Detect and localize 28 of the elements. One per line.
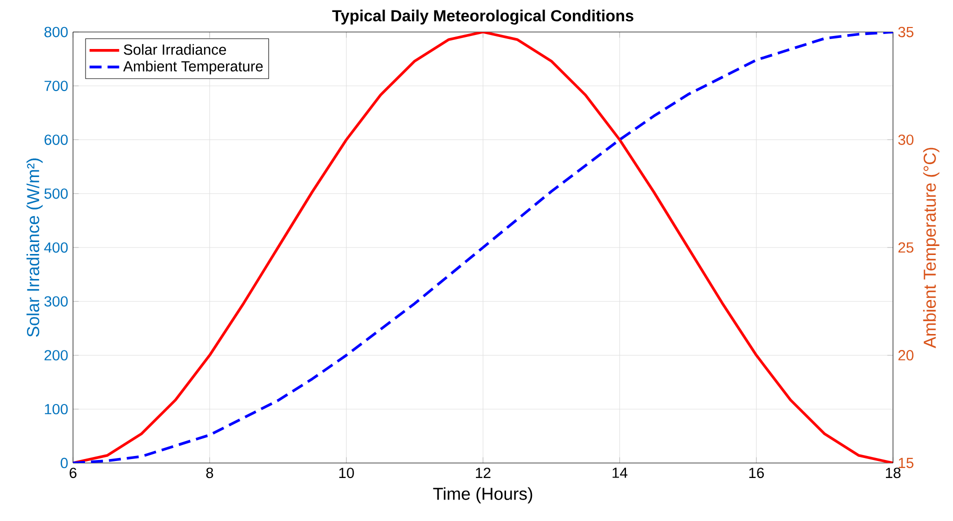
- y-tick-label: 500: [44, 188, 68, 199]
- y-tick-label: 700: [44, 80, 68, 92]
- x-tick-label: 18: [886, 468, 901, 478]
- y2-tick-label: 30: [898, 134, 914, 145]
- y-tick-label: 400: [44, 242, 68, 253]
- y2-tick-label: 15: [898, 458, 914, 468]
- x-tick-label: 6: [70, 468, 76, 478]
- y2-tick-label: 25: [898, 242, 914, 253]
- chart-title: Typical Daily Meteorological Conditions: [332, 10, 634, 25]
- x-tick-label: 10: [339, 468, 354, 478]
- legend-label: Solar Irradiance: [124, 44, 226, 55]
- line-series: [73, 32, 893, 463]
- x-tick-label: 12: [476, 468, 490, 478]
- y-tick-label: 300: [44, 296, 68, 307]
- y2-axis-title: Ambient Temperature (°C): [923, 148, 940, 348]
- y-tick-label: 100: [44, 404, 68, 414]
- y-tick-label: 800: [44, 26, 68, 38]
- x-tick-label: 16: [749, 468, 764, 478]
- y2-tick-label: 20: [898, 350, 914, 360]
- y2-tick-label: 35: [898, 26, 914, 38]
- x-axis-title: Time (Hours): [433, 487, 532, 504]
- y-axis-title: Solar Irradiance (W/m²): [26, 158, 43, 337]
- y-tick-label: 200: [44, 350, 68, 360]
- x-tick-label: 14: [612, 468, 628, 478]
- x-tick-label: 8: [206, 468, 214, 478]
- y-tick-label: 600: [44, 134, 68, 145]
- y-tick-label: 0: [60, 458, 68, 468]
- legend-label: Ambient Temperature: [123, 60, 263, 74]
